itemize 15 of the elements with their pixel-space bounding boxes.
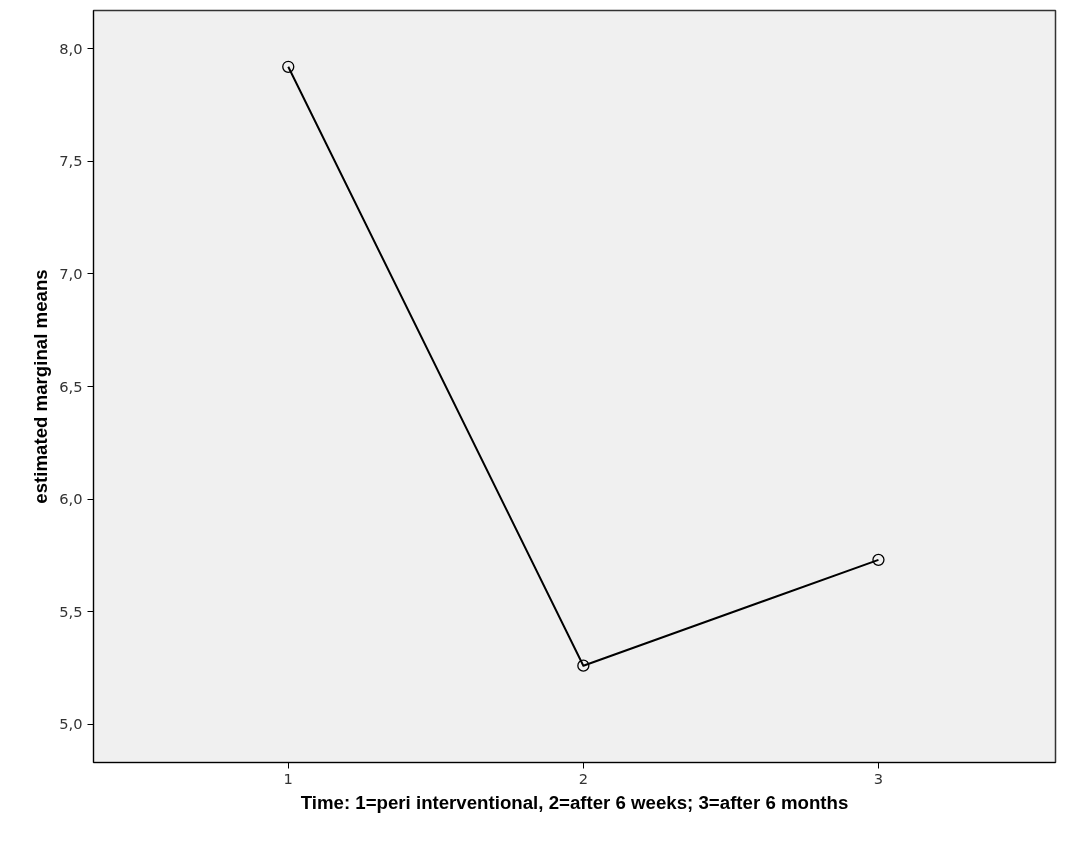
y-tick-label: 7,5 — [59, 152, 83, 170]
point — [872, 553, 885, 566]
y-tick-label: 6,5 — [59, 377, 83, 395]
y-tick-label: 8,0 — [59, 39, 83, 57]
x-tick-label: 2 — [578, 769, 589, 787]
point — [577, 659, 590, 672]
x-axis-title: Time: 1=peri interventional, 2=after 6 weeks; 3=after 6 months — [300, 791, 849, 813]
y-tick-label: 6,0 — [59, 490, 83, 508]
y-tick-label: 5,5 — [59, 602, 83, 620]
x-tick-label: 1 — [283, 769, 293, 787]
y-axis-title: estimated marginal means — [30, 269, 52, 504]
point — [282, 60, 295, 73]
y-tick-label: 7,0 — [59, 264, 83, 282]
x-tick-label: 3 — [873, 769, 884, 787]
y-tick-label: 5,0 — [59, 715, 83, 733]
